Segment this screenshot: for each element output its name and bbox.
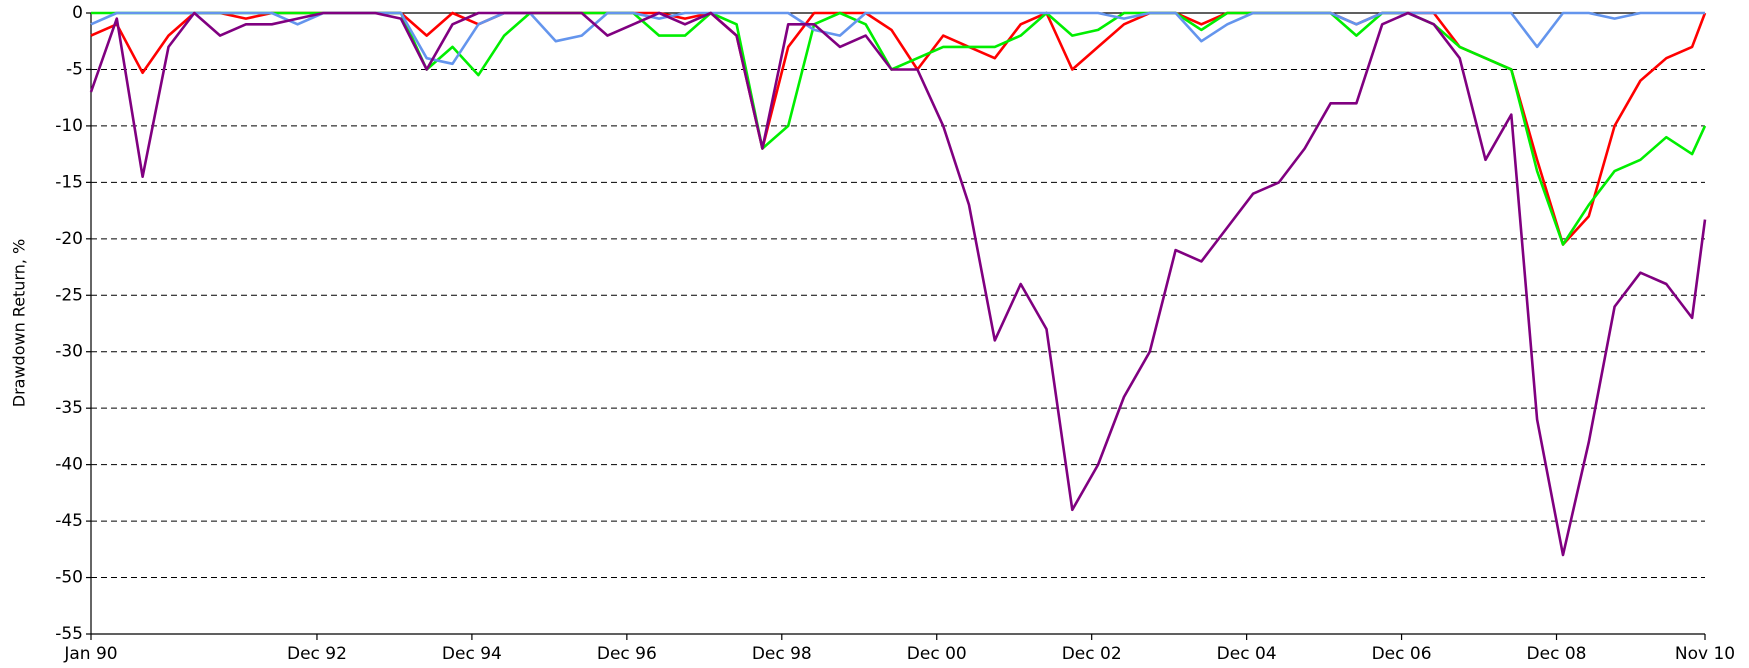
x-tick-label: Dec 00 bbox=[907, 644, 967, 664]
x-tick-label: Dec 02 bbox=[1062, 644, 1122, 664]
x-tick-label: Dec 96 bbox=[597, 644, 657, 664]
series-line bbox=[89, 11, 1707, 557]
y-tick-label: -30 bbox=[55, 342, 83, 362]
y-tick-label: -35 bbox=[55, 398, 83, 418]
y-tick-label: -15 bbox=[55, 172, 83, 192]
y-tick-label: -55 bbox=[55, 624, 83, 644]
y-tick-label: 0 bbox=[72, 3, 83, 23]
x-tick-label: Dec 98 bbox=[752, 644, 812, 664]
y-axis-label: Drawdown Return, % bbox=[10, 239, 29, 408]
x-tick-label: Dec 92 bbox=[287, 644, 347, 664]
x-tick-label: Dec 08 bbox=[1527, 644, 1587, 664]
y-tick-label: -20 bbox=[55, 229, 83, 249]
series-line bbox=[91, 11, 1707, 246]
y-tick-label: -40 bbox=[55, 455, 83, 475]
x-tick-label: Dec 06 bbox=[1372, 644, 1432, 664]
y-tick-label: -25 bbox=[55, 285, 83, 305]
y-tick-label: -50 bbox=[55, 568, 83, 588]
x-tick-label: Dec 04 bbox=[1217, 644, 1277, 664]
y-tick-label: -10 bbox=[55, 116, 83, 136]
x-tick-label: Nov 10 bbox=[1675, 644, 1735, 664]
y-tick-label: -5 bbox=[66, 59, 83, 79]
x-tick-label: Jan 90 bbox=[63, 644, 117, 664]
x-tick-label: Dec 94 bbox=[442, 644, 502, 664]
y-tick-label: -45 bbox=[55, 511, 83, 531]
